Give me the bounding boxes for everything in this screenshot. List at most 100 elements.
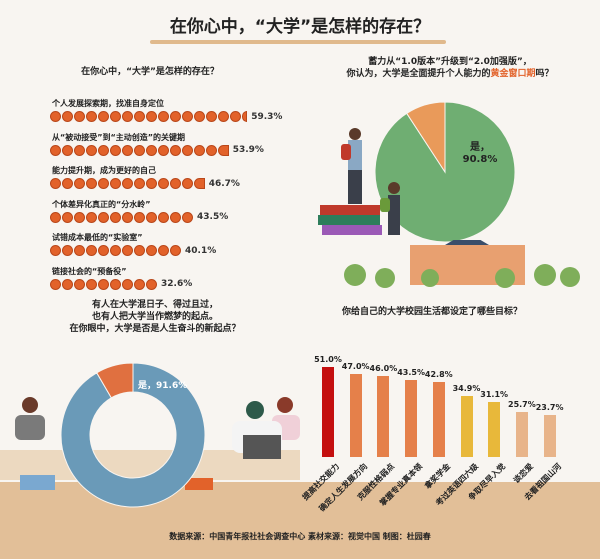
dot-mark [158,144,169,156]
dot-mark [182,144,193,156]
new-start-donut [60,362,206,508]
dot-mark [110,111,121,122]
dot-row: 59.3% [50,111,282,122]
dot-row-value: 32.6% [161,279,193,289]
donut-chart-title: 有人在大学混日子、得过且过， 也有人把大学当作燃梦的起点。 在你眼中，大学是否是人生… [69,300,241,334]
dot-mark [50,211,61,223]
bar [515,411,528,457]
dot-mark [86,178,97,189]
dot-mark [122,278,133,290]
dot-row-value: 59.3% [251,111,283,122]
bar-value-label: 31.1% [480,390,509,400]
dot-mark [182,111,193,122]
dot-row: 46.7% [50,178,240,189]
dot-mark [146,144,157,156]
dot-mark [170,144,181,156]
pie-title-line1: 蓄力从“1.0版本”升级到“2.0加强版”， [368,57,532,67]
dot-row-label: 链接社会的“预备役” [52,266,127,276]
dot-mark [134,144,145,156]
pie-title-line2: 你认为，大学是全面提升个人能力的黄金窗口期吗？ [346,69,554,79]
dot-mark [110,278,121,290]
source-credit: 数据来源：中国青年报社社会调查中心 素材来源：视觉中国 制图：杜园春 [169,532,431,541]
students-books-illustration [318,128,400,235]
dot-mark [134,211,145,223]
bar [405,380,418,457]
bar [488,402,501,457]
dot-mark [110,178,121,189]
dot-row: 32.6% [50,278,193,290]
page-title: 在你心中，“大学”是怎样的存在？ [169,17,431,37]
dot-chart-title: 在你心中，“大学”是怎样的存在？ [81,67,219,77]
bar-value-label: 46.0% [369,364,398,374]
dot-row-label: 个人发展探索期，找准自身定位 [52,99,164,108]
dot-mark [170,211,181,223]
dot-row-label: 试错成本最低的“实验室” [52,233,143,242]
dot-mark [98,111,109,122]
dot-mark [146,278,157,290]
bar-value-label: 42.8% [424,369,453,379]
bar-value-label: 25.7% [508,399,536,409]
title-underline [150,40,446,44]
dot-mark [146,211,157,223]
dot-mark [182,178,193,189]
bar-value-label: 43.5% [397,368,425,378]
pie-chart-title: 蓄力从“1.0版本”升级到“2.0加强版”， 你认为，大学是全面提升个人能力的黄… [300,56,600,80]
dot-mark [50,245,61,256]
dot-mark [74,178,85,189]
dot-mark [62,111,73,122]
bar [543,415,556,457]
dot-mark [230,111,241,122]
campus-illustration [344,240,580,288]
dot-mark [122,111,133,122]
dot-mark [86,278,97,290]
dot-mark [122,144,133,156]
dot-mark [170,245,181,256]
dot-mark [110,211,121,223]
dot-row: 53.9% [50,144,264,156]
dot-mark [158,178,169,189]
dot-mark [170,111,181,122]
dot-row: 43.5% [50,211,228,223]
dot-mark [134,178,145,189]
dot-mark [170,178,181,189]
dot-mark [110,245,121,256]
dot-mark [62,178,73,189]
dot-mark [194,144,205,156]
dot-mark [206,111,217,122]
dot-mark [98,278,109,290]
dot-row-value: 40.1% [185,245,217,256]
pie-slice-1 [96,362,134,399]
dot-row-value: 46.7% [208,178,240,189]
dot-mark [74,144,85,156]
dot-mark [86,211,97,223]
dot-mark [86,111,97,122]
bar-value-label: 47.0% [341,362,370,372]
dot-mark [110,144,121,156]
dot-mark [74,211,85,223]
dot-mark [98,178,109,189]
dot-mark [158,211,169,223]
pie-title-highlight: 黄金窗口期 [490,69,536,79]
dot-mark-partial [242,111,248,122]
dot-mark-partial [194,178,205,189]
dot-mark [182,211,193,223]
bar [377,376,390,457]
bar [432,381,445,457]
bar [349,374,362,457]
dot-mark [158,245,169,256]
dot-mark [62,211,73,223]
dot-mark [122,245,133,256]
dot-row-value: 53.9% [232,145,264,155]
dot-mark [146,178,157,189]
bar-value-label: 34.9% [452,383,481,393]
dot-mark [206,144,217,156]
dot-row-label: 能力提升期，成为更好的自己 [52,166,156,175]
dot-mark [98,144,109,156]
dot-mark [98,245,109,256]
bar [322,367,334,457]
dot-row-label: 个体差异化真正的“分水岭” [52,199,151,209]
dot-row-label: 从“被动接受”到“主动创造”的关键期 [52,132,186,142]
dot-mark [122,178,133,189]
bar [460,395,473,457]
dot-mark [134,111,145,122]
